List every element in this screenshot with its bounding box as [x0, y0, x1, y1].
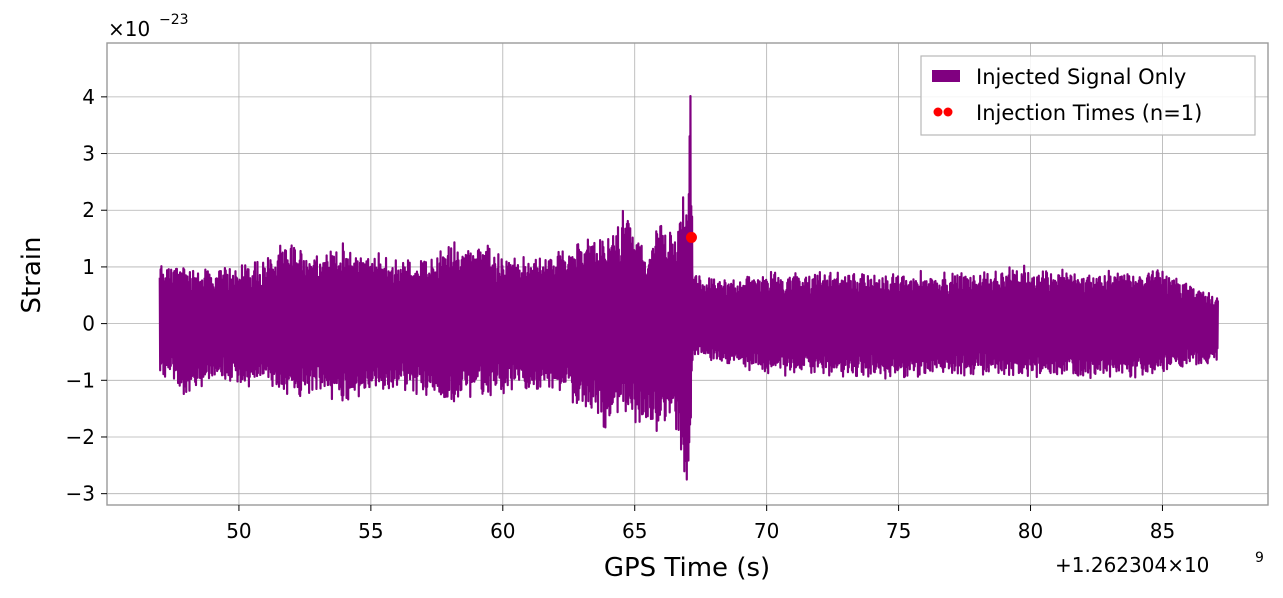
y-tick-label: 3 — [82, 142, 95, 166]
injection-points — [685, 231, 697, 243]
legend-box — [920, 55, 1256, 136]
x-offset-base: +1.262304×10 — [1055, 553, 1209, 577]
y-scale-factor: ×10 −23 — [108, 12, 189, 41]
legend-marker-injection-a — [933, 107, 943, 117]
legend: Injected Signal Only Injection Times (n=… — [920, 55, 1256, 136]
y-tick-label: 4 — [82, 85, 95, 109]
y-scale-exponent: −23 — [159, 12, 189, 28]
x-axis-label: GPS Time (s) — [604, 553, 770, 583]
x-tick-label: 65 — [622, 519, 647, 543]
x-tick-label: 75 — [886, 519, 911, 543]
x-tick-label: 60 — [490, 519, 515, 543]
y-scale-base: ×10 — [108, 17, 150, 41]
legend-label-signal: Injected Signal Only — [976, 65, 1186, 89]
y-tick-label: −1 — [66, 368, 95, 392]
y-axis-ticks: −3 −2 −1 0 1 2 3 4 — [66, 85, 107, 506]
y-tick-label: 0 — [82, 312, 95, 336]
legend-marker-injection-b — [943, 107, 953, 117]
y-axis-label: Strain — [17, 236, 47, 313]
x-offset-label: +1.262304×10 9 — [1055, 550, 1264, 577]
legend-label-injection: Injection Times (n=1) — [976, 101, 1202, 125]
x-tick-label: 85 — [1150, 519, 1175, 543]
x-tick-label: 55 — [358, 519, 383, 543]
y-tick-label: 2 — [82, 198, 95, 222]
y-tick-label: 1 — [82, 255, 95, 279]
x-tick-label: 70 — [754, 519, 779, 543]
x-tick-label: 50 — [226, 519, 251, 543]
plot-frame — [106, 42, 1269, 506]
signal-series — [158, 94, 1219, 481]
legend-swatch-signal — [932, 70, 960, 82]
y-tick-label: −2 — [66, 425, 95, 449]
x-axis-ticks: 50 55 60 65 70 75 80 85 — [226, 505, 1175, 543]
x-offset-exponent: 9 — [1255, 550, 1264, 566]
signal-core-band — [159, 211, 1218, 414]
injection-point — [685, 231, 697, 243]
x-tick-label: 80 — [1018, 519, 1043, 543]
y-tick-label: −3 — [66, 482, 95, 506]
